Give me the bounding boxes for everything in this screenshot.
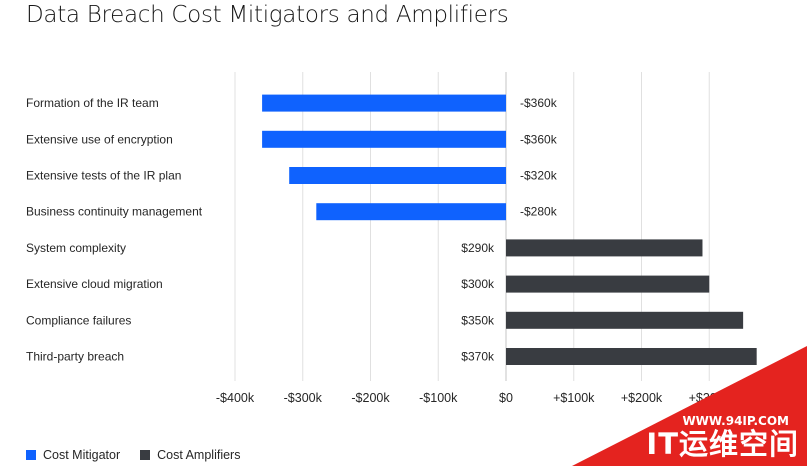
legend-label-mitigator: Cost Mitigator	[43, 448, 121, 462]
bar	[289, 167, 506, 184]
watermark-logo: WWW.94IP.COM IT运维空间	[572, 346, 807, 466]
legend-item-mitigator: Cost Mitigator	[26, 448, 120, 462]
bar	[316, 203, 506, 221]
category-label: Compliance failures	[26, 313, 131, 327]
category-label: System complexity	[26, 241, 126, 255]
legend: Cost Mitigator Cost Amplifiers	[26, 448, 240, 462]
category-label: Third-party breach	[26, 350, 124, 364]
category-label: Extensive cloud migration	[26, 277, 163, 291]
chart-title: Data Breach Cost Mitigators and Amplifie…	[26, 2, 509, 28]
bar	[506, 311, 744, 329]
legend-swatch-mitigator	[26, 450, 36, 460]
bar	[506, 275, 710, 293]
legend-item-amplifier: Cost Amplifiers	[140, 448, 240, 462]
data-label: -$320k	[520, 169, 558, 183]
data-label: $290k	[461, 241, 495, 255]
watermark-url: WWW.94IP.COM	[682, 414, 789, 428]
category-label: Extensive use of encryption	[26, 132, 173, 146]
category-label: Business continuity management	[26, 205, 203, 219]
bar	[262, 130, 506, 148]
legend-label-amplifier: Cost Amplifiers	[157, 448, 241, 462]
x-tick-label: -$100k	[419, 391, 458, 405]
data-label: -$360k	[520, 132, 558, 146]
bar	[506, 239, 703, 257]
x-tick-label: -$400k	[216, 391, 255, 405]
x-tick-label: $0	[499, 391, 513, 405]
watermark-background	[572, 346, 807, 466]
data-label: $370k	[461, 350, 495, 364]
category-label: Formation of the IR team	[26, 96, 159, 110]
category-label: Extensive tests of the IR plan	[26, 169, 181, 183]
bar	[262, 94, 506, 112]
data-label: $300k	[461, 277, 495, 291]
x-tick-label: -$200k	[351, 391, 390, 405]
data-label: -$280k	[520, 205, 558, 219]
legend-swatch-amplifier	[140, 450, 151, 460]
watermark-brand: IT运维空间	[646, 427, 799, 461]
data-label: $350k	[461, 313, 495, 327]
data-label: -$360k	[520, 96, 558, 110]
x-tick-label: -$300k	[284, 391, 323, 405]
